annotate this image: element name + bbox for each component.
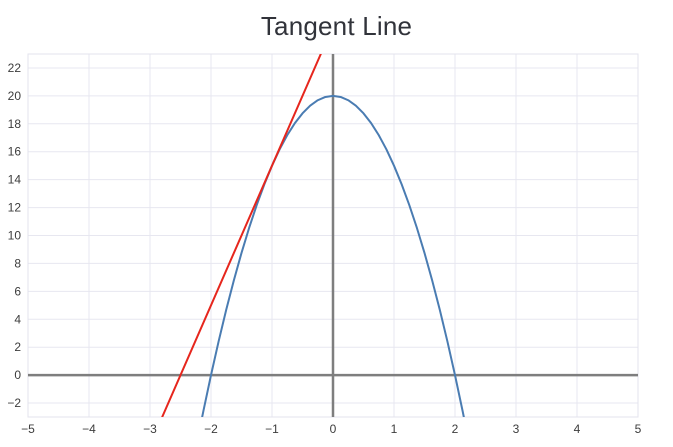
y-tick-label: 18 — [8, 117, 22, 131]
y-tick-label: 6 — [14, 284, 21, 298]
chart-title: Tangent Line — [260, 11, 413, 41]
x-tick-label: −3 — [143, 422, 157, 436]
y-tick-label: 0 — [14, 368, 21, 382]
x-tick-label: 4 — [574, 422, 581, 436]
y-tick-labels: −2 0 2 4 6 8 10 12 14 16 18 20 22 — [7, 61, 21, 410]
x-tick-labels: −5 −4 −3 −2 −1 0 1 2 3 4 5 — [21, 422, 642, 436]
y-tick-label: 4 — [14, 312, 21, 326]
series-tangent-line — [161, 54, 322, 417]
series-group — [161, 54, 465, 417]
y-tick-label: 2 — [14, 340, 21, 354]
x-tick-label: −1 — [265, 422, 279, 436]
y-tick-label: −2 — [7, 396, 21, 410]
y-tick-label: 14 — [8, 173, 22, 187]
x-tick-label: 1 — [391, 422, 398, 436]
x-tick-label: 5 — [635, 422, 642, 436]
y-tick-label: 16 — [8, 145, 22, 159]
x-tick-label: 2 — [452, 422, 459, 436]
x-tick-label: 3 — [513, 422, 520, 436]
y-tick-label: 10 — [8, 229, 22, 243]
y-tick-label: 8 — [14, 256, 21, 270]
y-tick-label: 20 — [8, 89, 22, 103]
x-tick-label: −4 — [82, 422, 96, 436]
x-tick-label: −2 — [204, 422, 218, 436]
x-tick-label: 0 — [330, 422, 337, 436]
series-parabola — [201, 94, 465, 417]
y-tick-label: 12 — [8, 201, 22, 215]
y-tick-label: 22 — [8, 61, 22, 75]
x-tick-label: −5 — [21, 422, 35, 436]
